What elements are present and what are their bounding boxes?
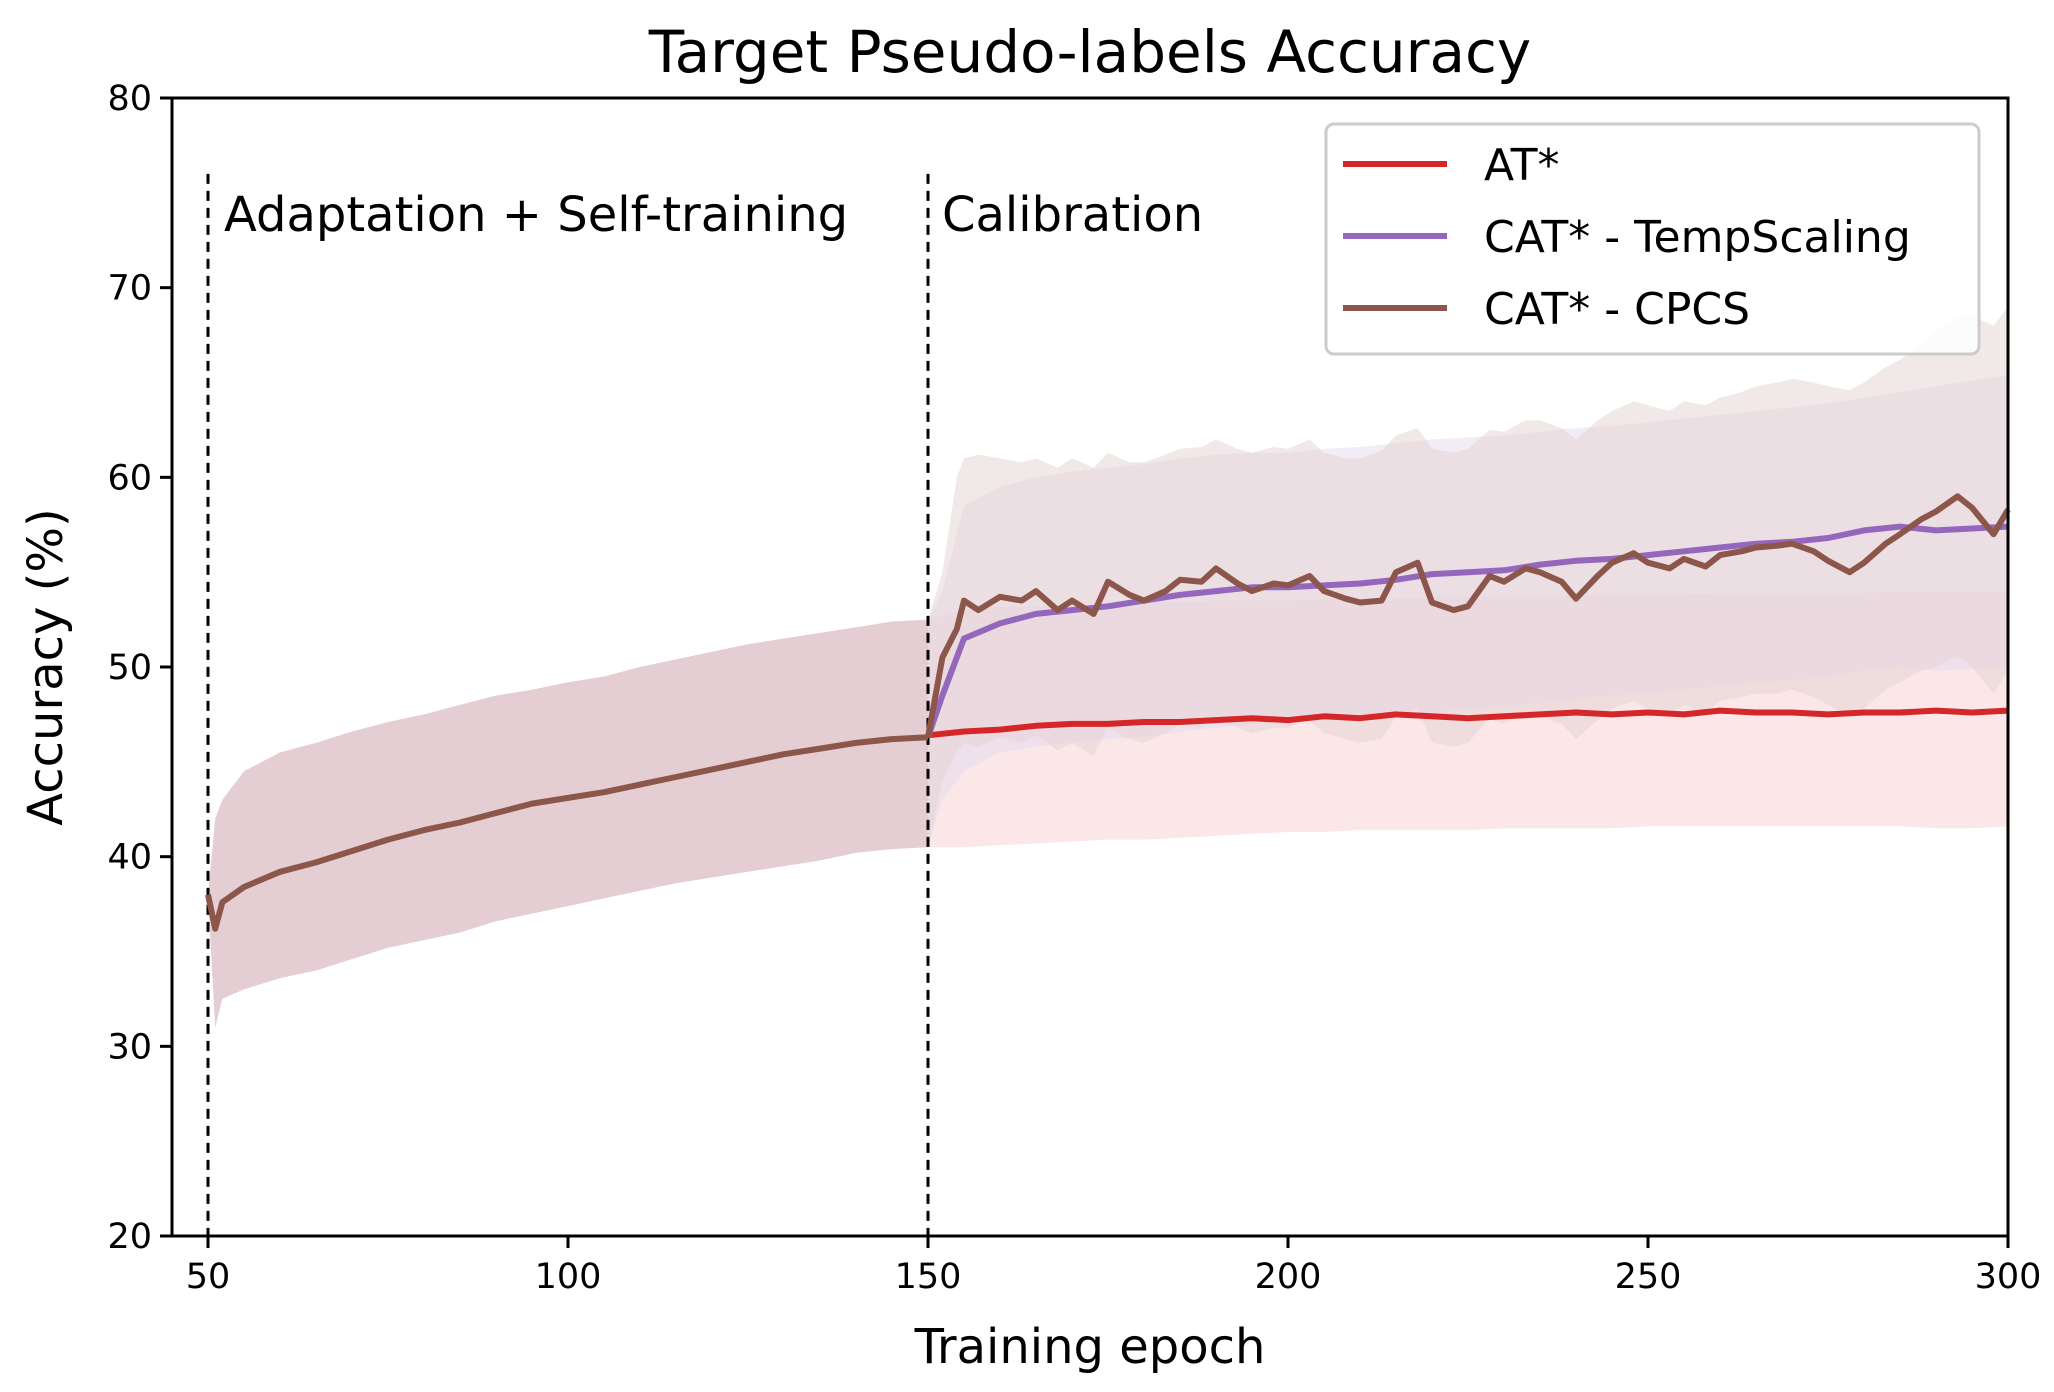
line-cat-cpcs [925,493,2011,738]
band-shared-pre-calibration [208,619,928,1028]
legend: AT* CAT* - TempScaling CAT* - CPCS [1324,122,1981,356]
y-axis-label: Accuracy (%) [18,508,74,825]
legend-label-cat-tempscaling: CAT* - TempScaling [1484,212,1911,263]
series-lines [205,493,2011,932]
x-tick-label-100: 100 [535,1257,602,1297]
phase-divider-lines [206,173,930,1236]
line-shared-pre-calibration [205,734,929,932]
x-axis-label: Training epoch [914,1319,1266,1375]
y-tick-label-70: 70 [107,269,152,309]
legend-label-at: AT* [1484,140,1560,191]
y-tick-label-50: 50 [107,648,152,688]
line-cat-tempscaling [925,523,2009,739]
band-cat-cpcs [928,306,2008,848]
x-tick-label-150: 150 [895,1257,962,1297]
x-tick-label-300: 300 [1975,1257,2042,1297]
x-tick-label-200: 200 [1255,1257,1322,1297]
y-tick-label-60: 60 [107,458,152,498]
y-tick-label-30: 30 [107,1027,152,1067]
chart-title: Target Pseudo-labels Accuracy [648,18,1532,86]
phase-label-calibration: Calibration [942,187,1203,243]
phase-label-adaptation: Adaptation + Self-training [224,187,848,243]
y-tick-label-40: 40 [107,838,152,878]
legend-box [1324,122,1981,356]
line-at [927,707,2009,739]
x-tick-label-50: 50 [186,1257,231,1297]
legend-label-cat-cpcs: CAT* - CPCS [1484,284,1750,335]
y-axis-ticks: 20 30 40 50 60 70 80 [107,79,172,1257]
y-tick-label-20: 20 [107,1217,152,1257]
x-axis-ticks: 50 100 150 200 250 300 [186,1236,2042,1297]
x-tick-label-250: 250 [1615,1257,1682,1297]
y-tick-label-80: 80 [107,79,152,119]
